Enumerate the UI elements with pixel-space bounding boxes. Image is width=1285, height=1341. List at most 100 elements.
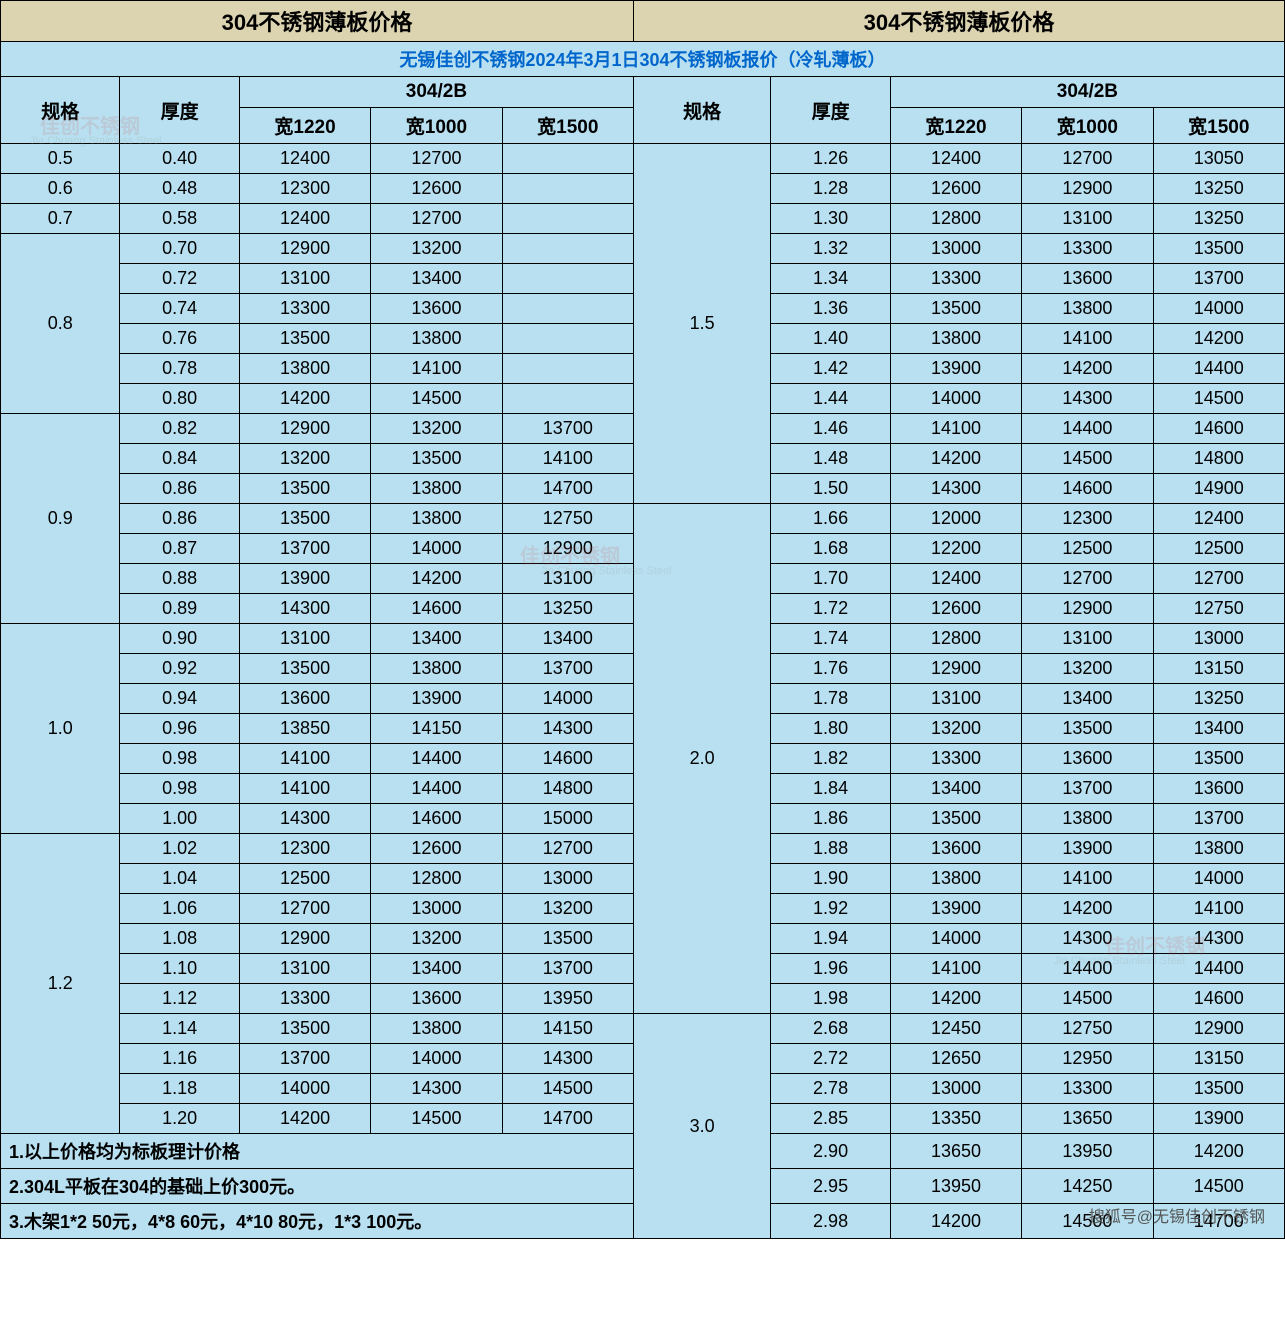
thickness-cell: 1.86 [771,804,890,834]
price-w1500: 14000 [1153,294,1284,324]
price-w1220: 13350 [890,1104,1021,1134]
thickness-cell: 1.14 [120,1014,239,1044]
thickness-cell: 1.20 [120,1104,239,1134]
thickness-cell: 1.02 [120,834,239,864]
price-w1500: 14400 [1153,954,1284,984]
price-w1000: 13800 [371,1014,502,1044]
price-w1500: 13500 [1153,1074,1284,1104]
price-w1000: 12300 [1022,504,1153,534]
thickness-cell: 2.98 [771,1204,890,1239]
hdr-w1500-l: 宽1500 [502,108,633,144]
price-w1220: 13000 [890,234,1021,264]
thickness-cell: 1.96 [771,954,890,984]
price-w1220: 13500 [239,1014,370,1044]
thickness-cell: 1.74 [771,624,890,654]
price-w1000: 13650 [1022,1104,1153,1134]
price-w1000: 14300 [1022,924,1153,954]
thickness-cell: 1.00 [120,804,239,834]
thickness-cell: 0.89 [120,594,239,624]
thickness-cell: 0.48 [120,174,239,204]
price-w1500: 13500 [502,924,633,954]
thickness-cell: 1.32 [771,234,890,264]
price-w1500: 12750 [502,504,633,534]
price-w1000: 14400 [1022,954,1153,984]
price-w1000: 14200 [1022,894,1153,924]
price-w1000: 13950 [1022,1134,1153,1169]
price-w1220: 13700 [239,534,370,564]
hdr-w1000-r: 宽1000 [1022,108,1153,144]
price-w1000: 12500 [1022,534,1153,564]
hdr-w1000-l: 宽1000 [371,108,502,144]
price-w1000: 14600 [371,594,502,624]
price-w1220: 14100 [239,744,370,774]
price-w1500: 13500 [1153,744,1284,774]
price-w1000: 13400 [371,264,502,294]
price-w1500: 12750 [1153,594,1284,624]
price-w1500: 13800 [1153,834,1284,864]
price-w1500: 13250 [1153,204,1284,234]
price-w1000: 14150 [371,714,502,744]
price-w1220: 13300 [239,294,370,324]
thickness-cell: 1.94 [771,924,890,954]
price-w1000: 14300 [371,1074,502,1104]
price-w1000: 12900 [1022,174,1153,204]
thickness-cell: 0.80 [120,384,239,414]
price-w1500 [502,324,633,354]
price-w1000: 13300 [1022,1074,1153,1104]
price-w1220: 14200 [890,444,1021,474]
thickness-cell: 1.84 [771,774,890,804]
spec-cell: 0.7 [1,204,120,234]
price-w1500: 14100 [1153,894,1284,924]
price-w1220: 14300 [239,804,370,834]
price-w1000: 14500 [1022,1204,1153,1239]
thickness-cell: 1.50 [771,474,890,504]
price-w1220: 13800 [890,864,1021,894]
price-w1000: 14000 [371,534,502,564]
price-w1500: 13000 [502,864,633,894]
thickness-cell: 1.76 [771,654,890,684]
price-w1220: 14200 [239,1104,370,1134]
thickness-cell: 1.12 [120,984,239,1014]
thickness-cell: 1.36 [771,294,890,324]
price-w1500: 14700 [502,474,633,504]
thickness-cell: 1.92 [771,894,890,924]
price-w1000: 14400 [371,744,502,774]
price-w1000: 13200 [371,234,502,264]
price-w1220: 13500 [890,294,1021,324]
price-w1000: 13200 [371,924,502,954]
hdr-finish-right: 304/2B [890,77,1284,108]
thickness-cell: 2.78 [771,1074,890,1104]
price-w1000: 12950 [1022,1044,1153,1074]
thickness-cell: 0.87 [120,534,239,564]
spec-cell: 0.9 [1,414,120,624]
price-w1500 [502,174,633,204]
price-w1220: 14300 [890,474,1021,504]
thickness-cell: 1.10 [120,954,239,984]
price-w1500: 14300 [1153,924,1284,954]
hdr-thick-left: 厚度 [120,77,239,144]
thickness-cell: 1.68 [771,534,890,564]
hdr-w1500-r: 宽1500 [1153,108,1284,144]
price-w1220: 13850 [239,714,370,744]
thickness-cell: 0.96 [120,714,239,744]
hdr-w1220-r: 宽1220 [890,108,1021,144]
price-w1220: 12500 [239,864,370,894]
thickness-cell: 1.66 [771,504,890,534]
price-w1220: 12400 [890,564,1021,594]
thickness-cell: 1.80 [771,714,890,744]
price-w1000: 14600 [1022,474,1153,504]
price-w1000: 13800 [371,504,502,534]
thickness-cell: 0.98 [120,744,239,774]
thickness-cell: 0.86 [120,474,239,504]
price-w1220: 13800 [239,354,370,384]
price-w1500: 13000 [1153,624,1284,654]
thickness-cell: 1.40 [771,324,890,354]
spec-cell: 1.0 [1,624,120,834]
price-w1000: 14500 [371,384,502,414]
price-w1220: 12700 [239,894,370,924]
price-w1500: 14900 [1153,474,1284,504]
price-w1500: 13250 [1153,684,1284,714]
thickness-cell: 1.04 [120,864,239,894]
price-w1500: 13700 [502,654,633,684]
price-w1500: 13900 [1153,1104,1284,1134]
